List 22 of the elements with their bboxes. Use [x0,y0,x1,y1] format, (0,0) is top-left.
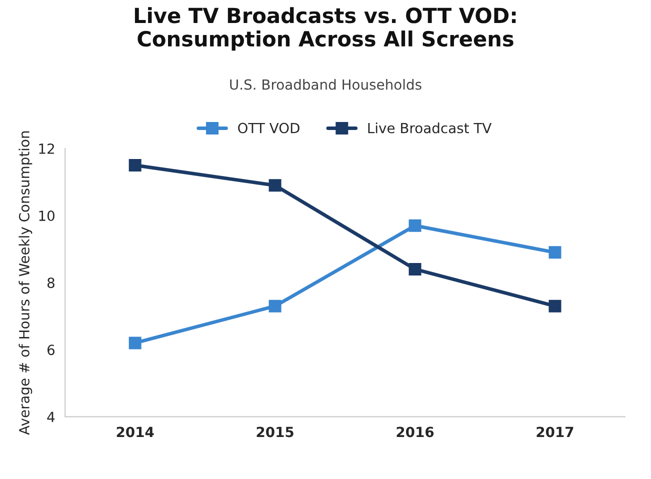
x-tick-label: 2015 [256,426,294,438]
point [548,246,562,259]
x-tick-label: 2016 [396,426,434,438]
legend-label: OTT VOD [238,122,300,134]
legend-label: Live Broadcast TV [368,122,492,134]
point [128,336,142,350]
y-tick-label: 12 [39,143,54,154]
y-axis-title: Average # of Hours of Weekly Consumption [18,131,32,435]
point [408,219,422,232]
x-tick-label: 2017 [536,426,574,438]
point [128,159,142,172]
chart-title: Live TV Broadcasts vs. OTT VOD: Consumption Across All Screens [134,7,516,51]
y-tick-label: 6 [48,344,55,356]
point [548,300,562,312]
chart-subtitle: U.S. Broadband Households [230,79,422,90]
point [408,262,422,276]
x-tick-label: 2014 [116,426,154,438]
y-tick-label: 8 [47,278,54,288]
y-tick-label: 10 [39,210,54,222]
point [268,300,282,312]
y-tick-label: 4 [47,412,55,422]
point [268,179,282,192]
